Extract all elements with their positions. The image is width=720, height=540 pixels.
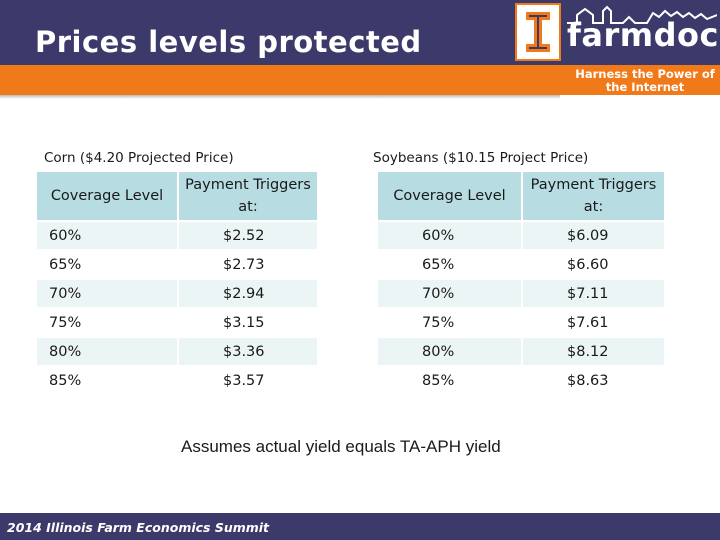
accent-bar [0,65,720,95]
yield-assumption-note: Assumes actual yield equals TA-APH yield [181,437,501,456]
footer-bar: 2014 Illinois Farm Economics Summit [0,513,720,540]
coverage-level: 60% [378,222,523,249]
coverage-level: 80% [378,338,523,365]
table-row: 60% $2.52 [37,222,319,249]
table-header-row: Coverage Level Payment Triggers at: [378,172,666,220]
column-header-coverage: Coverage Level [37,172,179,220]
coverage-level: 85% [378,367,523,394]
soybean-table-caption: Soybeans ($10.15 Project Price) [373,150,589,166]
table-row: 65% $6.60 [378,251,666,278]
table-row: 80% $8.12 [378,338,666,365]
column-header-coverage: Coverage Level [378,172,523,220]
farmdoc-logo: farmdoc Harness the Power of the Interne… [515,0,720,98]
trigger-price: $2.94 [179,280,319,307]
footer-text: 2014 Illinois Farm Economics Summit [7,520,270,535]
coverage-level: 65% [37,251,179,278]
illinois-block-i-icon [515,3,561,61]
table-row: 85% $8.63 [378,367,666,394]
table-row: 60% $6.09 [378,222,666,249]
table-row: 85% $3.57 [37,367,319,394]
trigger-price: $3.57 [179,367,319,394]
coverage-level: 70% [37,280,179,307]
trigger-price: $6.60 [523,251,666,278]
trigger-price: $8.63 [523,367,666,394]
coverage-level: 65% [378,251,523,278]
table-row: 75% $3.15 [37,309,319,336]
trigger-price: $3.15 [179,309,319,336]
column-header-trigger: Payment Triggers at: [523,172,666,220]
coverage-level: 60% [37,222,179,249]
table-row: 70% $2.94 [37,280,319,307]
trigger-price: $6.09 [523,222,666,249]
table-row: 65% $2.73 [37,251,319,278]
trigger-price: $8.12 [523,338,666,365]
slide-title: Prices levels protected [35,25,422,59]
table-row: 75% $7.61 [378,309,666,336]
coverage-level: 85% [37,367,179,394]
farm-skyline-icon [567,5,717,24]
coverage-level: 75% [378,309,523,336]
coverage-level: 75% [37,309,179,336]
header-shadow [0,95,560,99]
corn-table-caption: Corn ($4.20 Projected Price) [44,150,234,166]
trigger-price: $2.73 [179,251,319,278]
header-bar [0,0,720,65]
logo-tagline: Harness the Power of the Internet [575,67,715,94]
table-row: 80% $3.36 [37,338,319,365]
soybean-price-table: Coverage Level Payment Triggers at: 60% $… [378,170,666,396]
table-row: 70% $7.11 [378,280,666,307]
table-header-row: Coverage Level Payment Triggers at: [37,172,319,220]
trigger-price: $7.61 [523,309,666,336]
farmdoc-wordmark: farmdoc [567,16,719,54]
trigger-price: $7.11 [523,280,666,307]
coverage-level: 70% [378,280,523,307]
column-header-trigger: Payment Triggers at: [179,172,319,220]
corn-price-table: Coverage Level Payment Triggers at: 60% $… [37,170,319,396]
trigger-price: $3.36 [179,338,319,365]
trigger-price: $2.52 [179,222,319,249]
coverage-level: 80% [37,338,179,365]
